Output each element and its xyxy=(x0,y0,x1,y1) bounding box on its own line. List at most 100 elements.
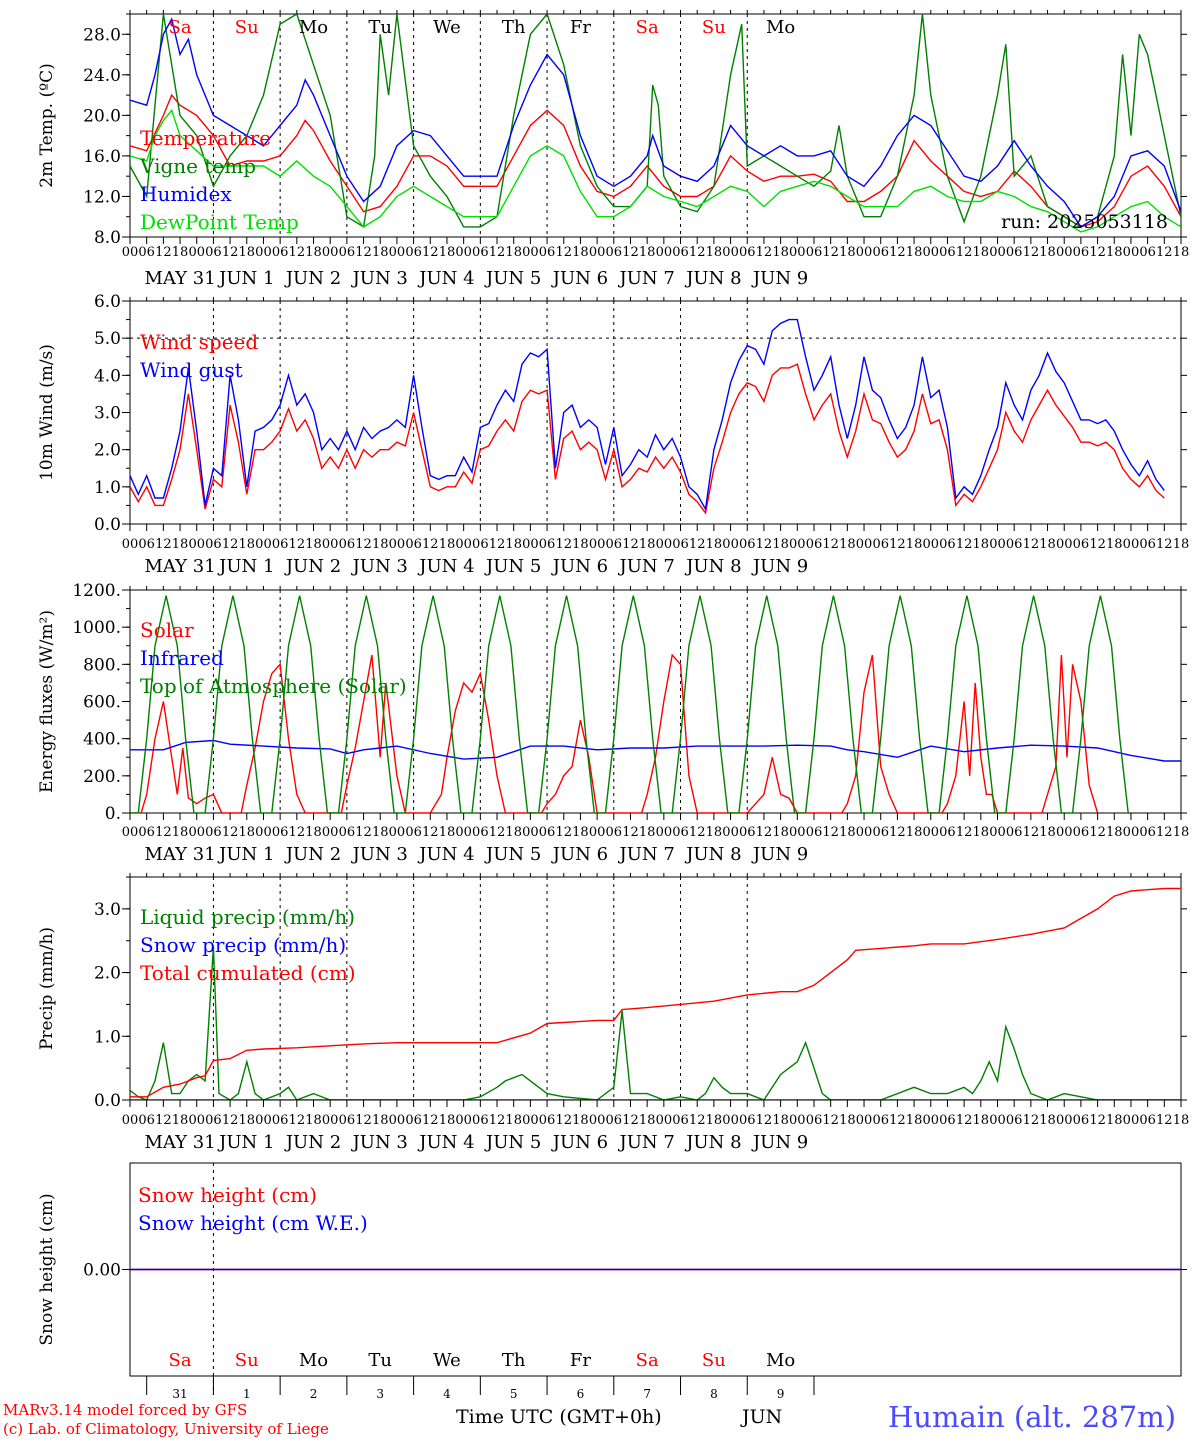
hour-tick-label: 12 xyxy=(756,537,773,552)
hour-tick-label: 06 xyxy=(405,1113,422,1128)
hour-tick-label: 18 xyxy=(706,537,723,552)
date-label: JUN 7 xyxy=(618,1132,675,1153)
weekday-label: We xyxy=(433,17,461,38)
hour-tick-label: 12 xyxy=(1089,1113,1106,1128)
hour-tick-label: 00 xyxy=(789,1113,806,1128)
bottom-day-label: 4 xyxy=(443,1387,451,1401)
hour-tick-label: 06 xyxy=(1073,537,1090,552)
hour-tick-label: 12 xyxy=(155,245,172,260)
hour-tick-label: 18 xyxy=(1173,537,1190,552)
hour-tick-label: 06 xyxy=(1139,1113,1156,1128)
hour-tick-label: 06 xyxy=(939,1113,956,1128)
weekday-label: Mo xyxy=(766,17,795,38)
hour-tick-label: 00 xyxy=(122,537,139,552)
hour-tick-label: 18 xyxy=(973,825,990,840)
date-label: JUN 1 xyxy=(217,268,274,289)
hour-tick-label: 12 xyxy=(756,245,773,260)
hour-tick-label: 00 xyxy=(722,825,739,840)
hour-tick-label: 18 xyxy=(639,537,656,552)
hour-tick-label: 00 xyxy=(1123,825,1140,840)
weekday-label: Su xyxy=(702,17,726,38)
hour-tick-label: 12 xyxy=(289,1113,306,1128)
series-liquid-precip-mm-h xyxy=(130,947,1181,1100)
date-label: JUN 8 xyxy=(684,268,741,289)
y-tick-label: 2.0 xyxy=(94,964,121,984)
date-label: JUN 5 xyxy=(484,556,541,577)
series-infrared xyxy=(130,739,1181,762)
hour-tick-label: 12 xyxy=(1156,825,1173,840)
hour-tick-label: 12 xyxy=(355,1113,372,1128)
y-tick-label: 20.0 xyxy=(83,106,121,126)
date-label: MAY 31 xyxy=(144,1132,215,1153)
bottom-day-label: 31 xyxy=(172,1387,187,1401)
hour-tick-label: 06 xyxy=(672,825,689,840)
hour-tick-label: 18 xyxy=(906,245,923,260)
legend-entry: DewPoint Temp xyxy=(140,210,299,234)
y-tick-label: 3.0 xyxy=(94,404,121,424)
date-label: JUN 8 xyxy=(684,1132,741,1153)
hour-tick-label: 06 xyxy=(1139,245,1156,260)
bottom-day-label: 9 xyxy=(777,1387,785,1401)
hour-tick-label: 18 xyxy=(172,245,189,260)
date-label: JUN 9 xyxy=(751,556,808,577)
hour-tick-label: 12 xyxy=(956,825,973,840)
hour-tick-label: 00 xyxy=(455,825,472,840)
hour-tick-label: 12 xyxy=(822,825,839,840)
hour-tick-label: 06 xyxy=(339,537,356,552)
hour-tick-label: 18 xyxy=(305,537,322,552)
hour-tick-label: 12 xyxy=(1156,245,1173,260)
hour-tick-label: 06 xyxy=(1139,537,1156,552)
hour-tick-label: 00 xyxy=(856,245,873,260)
hour-tick-label: 06 xyxy=(272,825,289,840)
hour-tick-label: 00 xyxy=(856,1113,873,1128)
series-humidex xyxy=(130,17,1181,228)
date-label: JUN 5 xyxy=(484,268,541,289)
date-label: JUN 7 xyxy=(618,556,675,577)
hour-tick-label: 18 xyxy=(439,245,456,260)
hour-tick-label: 06 xyxy=(806,245,823,260)
hour-tick-label: 00 xyxy=(122,245,139,260)
hour-tick-label: 12 xyxy=(889,245,906,260)
hour-tick-label: 12 xyxy=(222,1113,239,1128)
hour-tick-label: 00 xyxy=(1123,537,1140,552)
hour-tick-label: 06 xyxy=(606,1113,623,1128)
hour-tick-label: 18 xyxy=(973,1113,990,1128)
y-tick-label: 2.0 xyxy=(94,441,121,461)
hour-tick-label: 00 xyxy=(522,1113,539,1128)
date-label: JUN 8 xyxy=(684,556,741,577)
hour-tick-label: 00 xyxy=(589,825,606,840)
hour-tick-label: 18 xyxy=(172,537,189,552)
hour-tick-label: 18 xyxy=(505,1113,522,1128)
series-wind-speed xyxy=(130,363,1165,515)
date-label: JUN 5 xyxy=(484,844,541,865)
hour-tick-label: 12 xyxy=(822,537,839,552)
hour-tick-label: 06 xyxy=(205,1113,222,1128)
series-temperature xyxy=(130,93,1181,228)
y-axis-title: Energy fluxes (W/m²) xyxy=(37,610,57,793)
y-tick-label: 3.0 xyxy=(94,900,121,920)
hour-tick-label: 18 xyxy=(239,537,256,552)
hour-tick-label: 00 xyxy=(989,1113,1006,1128)
weekday-label: Sa xyxy=(169,1350,192,1371)
hour-tick-label: 06 xyxy=(405,825,422,840)
hour-tick-label: 06 xyxy=(339,245,356,260)
hour-tick-label: 00 xyxy=(522,825,539,840)
hour-tick-label: 18 xyxy=(505,245,522,260)
hour-tick-label: 00 xyxy=(255,1113,272,1128)
hour-tick-label: 18 xyxy=(172,825,189,840)
date-label: JUN 3 xyxy=(351,1132,408,1153)
date-label: MAY 31 xyxy=(144,556,215,577)
date-label: JUN 3 xyxy=(351,844,408,865)
hour-tick-label: 00 xyxy=(989,245,1006,260)
hour-tick-label: 12 xyxy=(822,1113,839,1128)
hour-tick-label: 06 xyxy=(1073,1113,1090,1128)
hour-tick-label: 12 xyxy=(222,245,239,260)
hour-tick-label: 18 xyxy=(906,825,923,840)
legend-entry: Solar xyxy=(140,618,194,642)
hour-tick-label: 12 xyxy=(155,825,172,840)
weekday-label: Fr xyxy=(570,17,591,38)
legend-entry: Snow height (cm W.E.) xyxy=(138,1211,368,1235)
hour-tick-label: 00 xyxy=(656,245,673,260)
hour-tick-label: 00 xyxy=(589,245,606,260)
